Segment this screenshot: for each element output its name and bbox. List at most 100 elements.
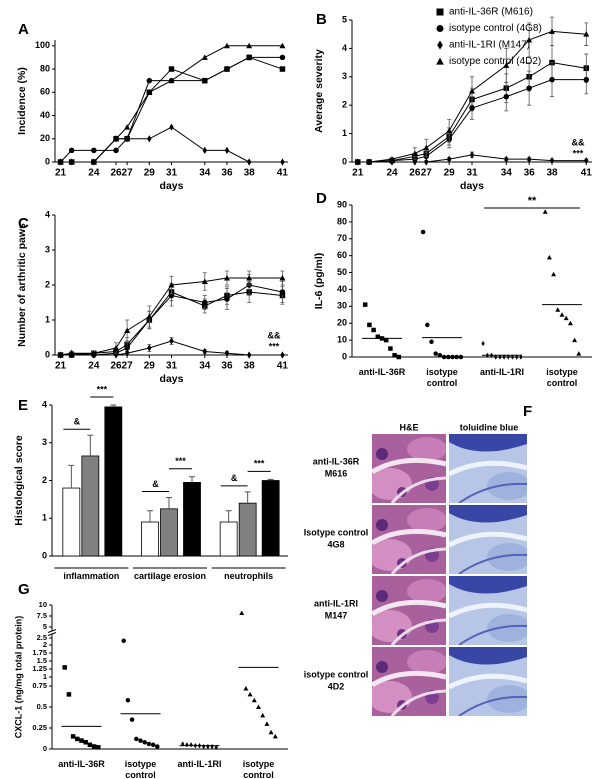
data-point [469,151,475,159]
y-tick-label: 70 [337,233,347,243]
y-tick-label: 4 [342,43,347,53]
data-point [201,278,208,284]
y-axis-title: Number of arthritic paws [16,223,28,347]
y-tick-label: 7.5 [37,611,47,620]
data-point [121,638,126,644]
x-tick-label: 31 [466,168,478,179]
data-point [146,313,153,319]
data-point [279,54,286,61]
data-point [371,327,376,333]
data-point [396,354,402,360]
data-point [441,354,447,360]
x-tick-label: 29 [144,168,156,179]
x-tick-label: 41 [277,361,289,372]
data-point [549,76,555,83]
data-point [546,254,552,260]
panel-label: A [18,21,29,38]
data-point [113,147,119,154]
y-tick-label: 80 [337,216,347,226]
y-tick-label: 20 [337,318,347,328]
data-point [392,353,397,358]
data-point [189,742,193,748]
x-tick-label: 24 [88,168,100,179]
data-point [526,155,532,163]
y-tick-label: 3 [42,437,47,447]
panel-label: E [18,397,28,414]
data-point [66,692,72,697]
data-point [68,147,75,154]
significance: & [74,417,81,427]
data-point [129,717,135,722]
error-bar [225,510,232,523]
data-point [96,745,101,750]
data-point [210,743,214,750]
data-point [279,42,286,49]
y-tick-label: 0 [45,349,50,359]
y-tick-label: 0.5 [37,702,47,711]
data-point [168,77,175,84]
significance: && [572,137,585,147]
data-point [583,76,590,83]
data-point [576,351,582,356]
data-point [155,744,160,749]
y-axis-title: IL-6 (pg/ml) [313,253,325,310]
data-point [91,744,97,749]
data-point [272,733,278,739]
data-point [420,229,426,235]
y-tick-label: 2 [43,640,47,649]
data-point [124,124,131,130]
x-tick-label: 21 [352,168,364,179]
x-tick-label: 29 [444,168,456,179]
data-point [481,340,485,347]
data-point [125,698,131,703]
error-bar [189,476,195,483]
data-point [498,354,502,360]
data-point [246,274,253,281]
y-tick-label: 90 [337,199,347,209]
x-axis-title: days [460,180,484,192]
data-point [412,158,418,166]
data-point [446,155,452,163]
y-tick-label: 0 [45,156,50,166]
data-point [62,665,67,670]
y-tick-label: 2.5 [37,633,47,642]
category-label: isotype control [124,759,157,779]
data-point [389,158,395,166]
data-point [246,351,252,359]
x-axis-title: days [160,180,184,192]
bar [219,521,238,557]
data-point [124,349,130,357]
category-label: anti-IL-36R [358,367,406,377]
x-tick-label: 31 [166,168,178,179]
y-tick-label: 2 [45,279,50,289]
data-point [79,738,84,743]
y-tick-label: 5 [342,14,347,24]
x-axis-title: days [160,373,184,385]
axis-break-gap [48,630,56,635]
category-label: cartilage erosion [133,571,206,581]
toluidine-image [449,505,531,574]
data-point [224,146,230,154]
y-axis-title: Incidence (%) [16,67,28,135]
toluidine-image [449,647,531,716]
data-point [563,315,569,321]
panel-label: C [18,215,29,232]
panel-label: B [316,11,327,28]
bar [183,481,201,557]
data-point [201,54,208,60]
data-point [458,354,464,360]
axis-break [47,629,57,633]
data-point [366,158,373,165]
x-tick-label: 24 [386,168,398,179]
data-point [146,77,153,84]
data-point [246,54,252,61]
data-point [423,144,430,151]
data-point [90,158,97,165]
data-point [168,281,175,288]
significance: *** [269,341,280,351]
data-point [526,36,533,43]
y-tick-label: 4 [45,209,50,219]
y-tick-label: 2 [42,475,47,485]
category-label: anti-IL-36R [58,759,105,769]
